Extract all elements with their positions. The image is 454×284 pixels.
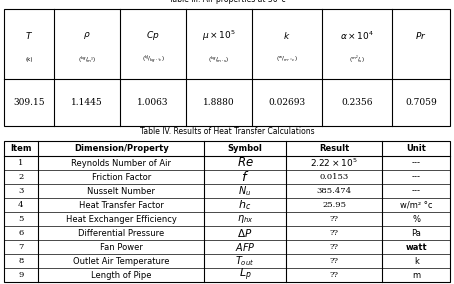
Text: ---: --- xyxy=(412,158,421,168)
Text: Nusselt Number: Nusselt Number xyxy=(87,187,155,195)
Text: $\alpha \times 10^4$: $\alpha \times 10^4$ xyxy=(340,30,374,42)
Text: Unit: Unit xyxy=(406,144,426,153)
Text: ---: --- xyxy=(412,187,421,195)
Text: Item: Item xyxy=(10,144,32,153)
Text: $\mathit{L}_p$: $\mathit{L}_p$ xyxy=(239,267,252,283)
Text: Table III. Air properties at 36°c: Table III. Air properties at 36°c xyxy=(169,0,285,4)
Text: 25.95: 25.95 xyxy=(322,201,346,209)
Text: $\mathit{\Delta P}$: $\mathit{\Delta P}$ xyxy=(237,227,253,239)
Text: 5: 5 xyxy=(18,215,24,223)
Text: $h_c$: $h_c$ xyxy=(238,198,252,212)
Text: $N_u$: $N_u$ xyxy=(238,184,252,198)
Text: watt: watt xyxy=(405,243,427,252)
Bar xyxy=(4,141,450,282)
Text: k: k xyxy=(414,256,419,266)
Text: $\mu \times 10^5$: $\mu \times 10^5$ xyxy=(202,28,236,43)
Text: Heat Exchanger Efficiency: Heat Exchanger Efficiency xyxy=(66,214,177,224)
Text: ??: ?? xyxy=(330,243,339,251)
Text: Heat Transfer Factor: Heat Transfer Factor xyxy=(79,201,163,210)
Text: 309.15: 309.15 xyxy=(13,98,45,107)
Text: 0.2356: 0.2356 xyxy=(341,98,373,107)
Text: ??: ?? xyxy=(330,229,339,237)
Text: %: % xyxy=(412,214,420,224)
Text: $\mathit{AFP}$: $\mathit{AFP}$ xyxy=(235,241,255,253)
Text: 1.8880: 1.8880 xyxy=(203,98,235,107)
Bar xyxy=(4,9,450,126)
Text: 4: 4 xyxy=(18,201,24,209)
Text: 0.02693: 0.02693 xyxy=(268,98,306,107)
Text: 0.7059: 0.7059 xyxy=(405,98,437,107)
Text: Reynolds Number of Air: Reynolds Number of Air xyxy=(71,158,171,168)
Text: (k): (k) xyxy=(25,57,33,62)
Text: $\eta_{hx}$: $\eta_{hx}$ xyxy=(237,213,253,225)
Text: $\mathit{T}$: $\mathit{T}$ xyxy=(25,30,33,41)
Text: 2: 2 xyxy=(18,173,24,181)
Text: 0.0153: 0.0153 xyxy=(319,173,349,181)
Text: Friction Factor: Friction Factor xyxy=(92,172,151,181)
Text: $2.22 \times 10^5$: $2.22 \times 10^5$ xyxy=(310,157,358,169)
Text: $\rho$: $\rho$ xyxy=(83,30,91,41)
Text: ($^{kg}/_{m^3}$): ($^{kg}/_{m^3}$) xyxy=(78,55,96,65)
Text: ($^{kJ}/_{kg\cdot °c}$): ($^{kJ}/_{kg\cdot °c}$) xyxy=(142,54,164,65)
Text: w/m² °c: w/m² °c xyxy=(400,201,433,210)
Text: ??: ?? xyxy=(330,271,339,279)
Text: $\mathit{k}$: $\mathit{k}$ xyxy=(283,30,291,41)
Text: $\mathit{Cp}$: $\mathit{Cp}$ xyxy=(146,29,160,42)
Text: Outlet Air Temperature: Outlet Air Temperature xyxy=(73,256,169,266)
Text: ??: ?? xyxy=(330,257,339,265)
Text: Pa: Pa xyxy=(411,229,421,237)
Text: ---: --- xyxy=(412,172,421,181)
Text: Length of Pipe: Length of Pipe xyxy=(91,270,151,279)
Text: ??: ?? xyxy=(330,215,339,223)
Text: 385.474: 385.474 xyxy=(316,187,351,195)
Text: $\mathit{Re}$: $\mathit{Re}$ xyxy=(237,156,253,170)
Text: ($^w/_{m\cdot °c}$): ($^w/_{m\cdot °c}$) xyxy=(276,55,298,64)
Text: 6: 6 xyxy=(18,229,24,237)
Text: $\mathit{f}$: $\mathit{f}$ xyxy=(241,170,249,184)
Text: 9: 9 xyxy=(18,271,24,279)
Text: Differential Pressure: Differential Pressure xyxy=(78,229,164,237)
Text: $\mathit{Pr}$: $\mathit{Pr}$ xyxy=(415,30,427,41)
Text: ($^{kg}/_{m\cdot s}$): ($^{kg}/_{m\cdot s}$) xyxy=(208,55,230,65)
Text: Result: Result xyxy=(319,144,349,153)
Text: m: m xyxy=(412,270,420,279)
Text: Symbol: Symbol xyxy=(227,144,262,153)
Text: $T_{out}$: $T_{out}$ xyxy=(235,254,255,268)
Text: Fan Power: Fan Power xyxy=(100,243,143,252)
Text: 1: 1 xyxy=(18,159,24,167)
Text: ($^{m^2}/_{s}$): ($^{m^2}/_{s}$) xyxy=(349,53,365,66)
Text: Dimension/Property: Dimension/Property xyxy=(74,144,168,153)
Text: 8: 8 xyxy=(18,257,24,265)
Text: 1.1445: 1.1445 xyxy=(71,98,103,107)
Text: 3: 3 xyxy=(18,187,24,195)
Text: Table IV. Results of Heat Transfer Calculations: Table IV. Results of Heat Transfer Calcu… xyxy=(140,127,314,136)
Text: 1.0063: 1.0063 xyxy=(137,98,169,107)
Text: 7: 7 xyxy=(18,243,24,251)
